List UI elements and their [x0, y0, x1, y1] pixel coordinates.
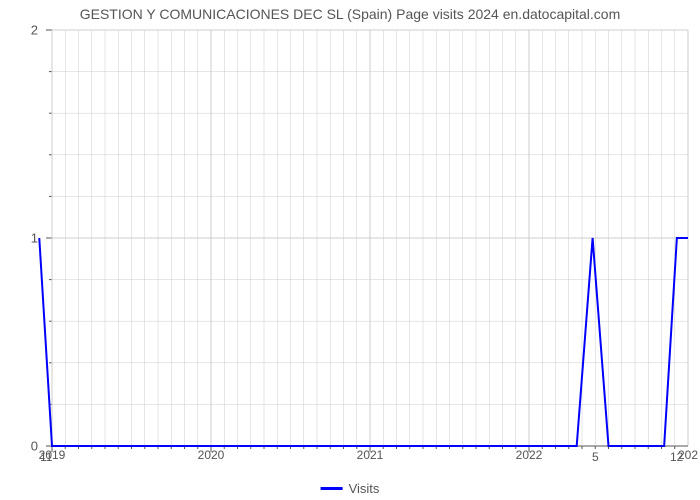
- chart-annotation: 11: [40, 450, 52, 464]
- y-tick-label: 0: [13, 439, 38, 454]
- x-tick-label: 2020: [198, 448, 225, 462]
- chart-annotation: 5: [592, 450, 599, 464]
- legend-swatch: [321, 487, 343, 490]
- line-chart: GESTION Y COMUNICACIONES DEC SL (Spain) …: [0, 0, 700, 500]
- y-tick-label: 1: [13, 231, 38, 246]
- x-tick-label: 2022: [516, 448, 543, 462]
- chart-annotation: 12: [670, 450, 683, 464]
- chart-svg: [0, 0, 700, 500]
- legend-label: Visits: [349, 481, 380, 496]
- x-tick-label: 2021: [357, 448, 384, 462]
- chart-legend: Visits: [321, 481, 380, 496]
- y-tick-label: 2: [13, 23, 38, 38]
